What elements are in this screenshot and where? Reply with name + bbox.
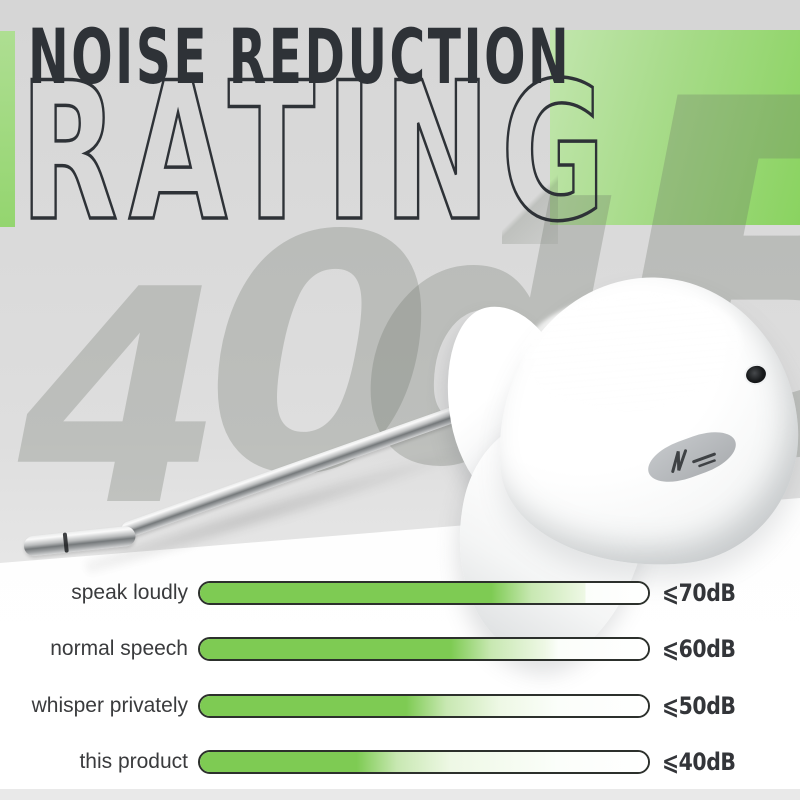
stem-ring	[62, 532, 69, 553]
scribble-x-icon	[671, 449, 716, 473]
row-value: ⩽40dB	[662, 748, 736, 776]
noise-bar	[198, 581, 650, 605]
title-line-2: RATING	[19, 42, 617, 263]
chart-row: whisper privately ⩽50dB	[0, 693, 800, 719]
bottom-strip	[0, 789, 800, 800]
row-value: ⩽60dB	[662, 635, 736, 663]
noise-bar	[198, 637, 650, 661]
chart-row: this product ⩽40dB	[0, 749, 800, 775]
row-label: whisper privately	[31, 694, 188, 717]
bar-fill	[200, 583, 648, 603]
green-accent-stripe-left	[0, 31, 15, 227]
green-accent-panel-right	[550, 30, 800, 225]
row-label: this product	[79, 750, 188, 773]
row-value: ⩽70dB	[662, 579, 736, 607]
bar-fill	[200, 696, 648, 716]
row-value: ⩽50dB	[662, 692, 736, 720]
bar-fill	[200, 639, 648, 659]
bar-fill	[200, 752, 648, 772]
title-line-1: NOISE REDUCTION	[28, 12, 572, 101]
chart-row: speak loudly ⩽70dB	[0, 580, 800, 606]
noise-bar	[198, 750, 650, 774]
noise-bar	[198, 694, 650, 718]
watermark-letter: 4	[18, 226, 224, 571]
chart-row: normal speech ⩽60dB	[0, 636, 800, 662]
row-label: normal speech	[50, 637, 188, 660]
row-label: speak loudly	[71, 581, 188, 604]
brand-logo-patch	[642, 423, 742, 491]
panel-corner-shadow	[502, 170, 558, 244]
